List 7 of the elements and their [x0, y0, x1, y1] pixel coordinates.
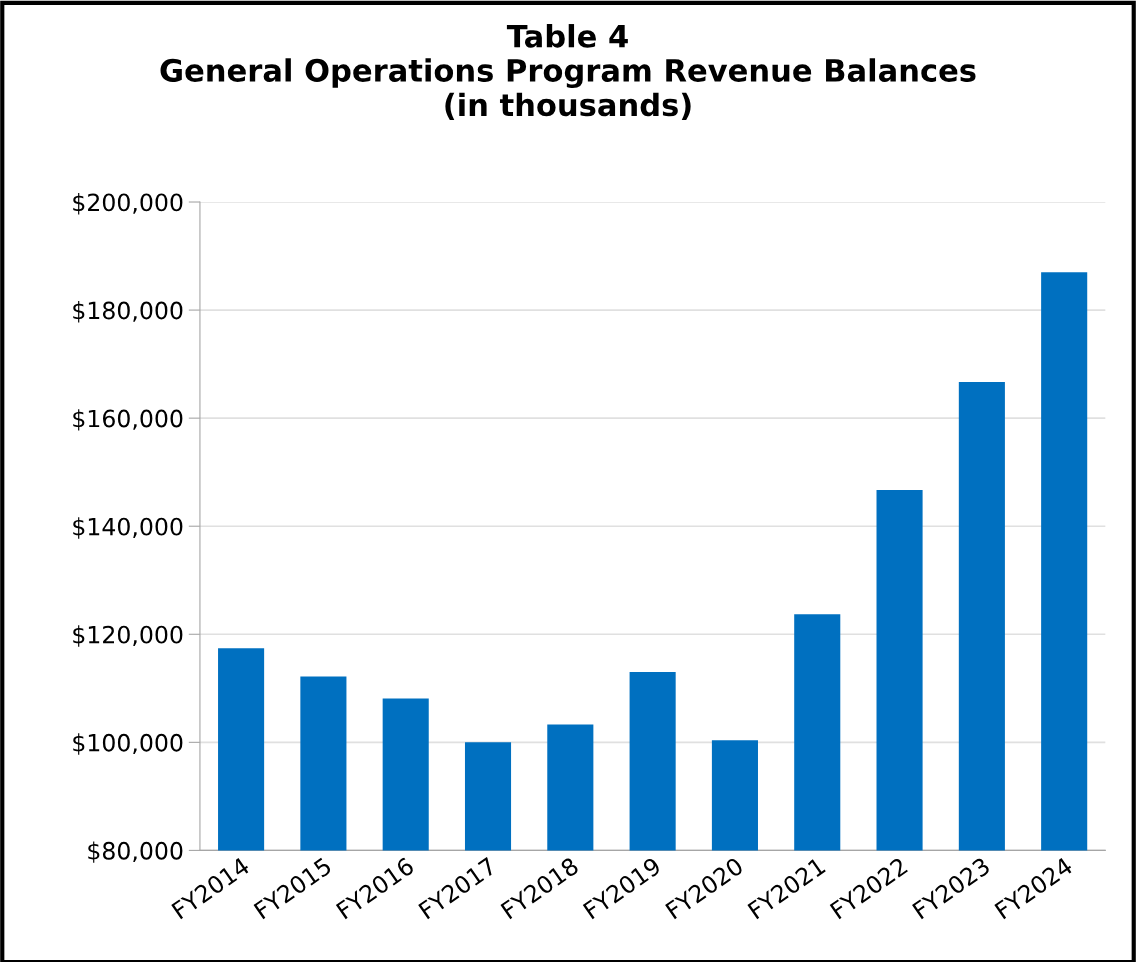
y-tick-label: $160,000: [73, 409, 183, 431]
y-tick-label: $140,000: [73, 517, 183, 539]
y-tick-label: $100,000: [73, 733, 183, 755]
chart-title: Table 4 General Operations Program Revenue Balances (in thousands): [160, 24, 976, 120]
y-tick-label: $200,000: [73, 193, 183, 215]
y-tick-label: $180,000: [73, 301, 183, 323]
y-tick-label: $120,000: [73, 625, 183, 647]
